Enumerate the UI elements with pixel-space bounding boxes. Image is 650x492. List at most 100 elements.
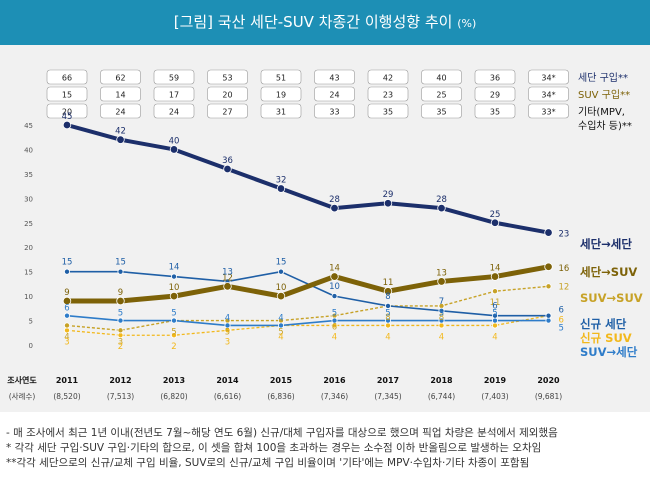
purchase-cell-value: 34*	[541, 74, 555, 83]
data-point	[384, 317, 391, 324]
data-label: 14	[490, 264, 501, 274]
data-point	[384, 302, 391, 309]
data-label: 42	[115, 127, 126, 137]
purchase-cell-value: 66	[62, 74, 72, 83]
data-point	[330, 272, 339, 281]
purchase-cell	[153, 86, 195, 102]
purchase-cell	[260, 103, 302, 119]
data-label: 3	[118, 337, 123, 347]
data-label: 11	[490, 298, 501, 308]
footnote-1: - 매 조사에서 최근 1년 이내(전년도 7월~해당 연도 6월) 신규/대체…	[6, 427, 558, 439]
data-point	[544, 228, 553, 237]
data-point	[331, 317, 338, 324]
data-point	[277, 322, 284, 329]
y-tick-label: 30	[24, 195, 33, 203]
purchase-cell-value: 29	[490, 91, 500, 100]
sample-size: (8,520)	[53, 392, 80, 401]
y-tick-label: 0	[29, 342, 33, 350]
data-label: 5	[492, 309, 497, 319]
purchase-cell	[46, 103, 88, 119]
data-label: 45	[62, 112, 73, 122]
data-label: 36	[222, 156, 233, 166]
data-point	[169, 145, 179, 154]
x-axis-label: 조사연도	[7, 375, 37, 385]
data-point	[545, 283, 552, 290]
purchase-cell-value: 27	[222, 108, 232, 117]
data-label: 40	[169, 136, 180, 146]
data-label: 5	[439, 309, 444, 319]
data-label: 9	[118, 288, 123, 298]
series-line	[66, 123, 549, 235]
purchase-cell	[260, 86, 302, 102]
data-point	[276, 184, 286, 193]
data-label: 29	[383, 190, 394, 200]
purchase-cell-value: 40	[436, 74, 446, 83]
purchase-cell-value: 62	[115, 74, 125, 83]
purchase-cell-value: 24	[115, 108, 125, 117]
chart-header: [그림] 국산 세단-SUV 차종간 이행성향 추이 (%)	[0, 0, 650, 45]
purchase-cell-value: 36	[490, 74, 500, 83]
data-label: 6	[332, 323, 337, 333]
data-point	[117, 327, 124, 334]
purchase-row-label: SUV 구입**	[578, 88, 630, 101]
data-label: 3	[225, 337, 230, 347]
data-label: 10	[169, 283, 180, 293]
data-label: 15	[276, 258, 287, 268]
y-tick-label: 15	[24, 269, 33, 277]
data-label: 9	[64, 288, 69, 298]
data-point	[223, 164, 232, 174]
purchase-cell-value: 35	[383, 108, 393, 117]
purchase-cell-value: 20	[222, 91, 232, 100]
purchase-cell	[528, 103, 569, 119]
data-label: 14	[329, 264, 340, 274]
purchase-cell-value: 24	[329, 91, 339, 100]
series-line	[67, 264, 549, 304]
x-tick-label: 2014	[216, 376, 239, 385]
data-label: 25	[490, 210, 501, 220]
y-tick-label: 10	[24, 293, 33, 301]
data-point	[331, 293, 338, 300]
purchase-cell	[207, 69, 248, 85]
data-point	[170, 317, 177, 324]
data-point	[490, 272, 500, 281]
sample-size-label: (사례수)	[9, 391, 36, 401]
footnote-3: **각각 세단으로의 신규/교체 구입 비율, SUV로의 신규/교체 구입 비…	[6, 457, 530, 469]
purchase-cell-value: 43	[329, 74, 339, 83]
purchase-cell-value: 33*	[541, 108, 555, 117]
data-label: 8	[439, 313, 444, 323]
data-point	[438, 322, 445, 329]
purchase-cell-value: 51	[276, 74, 286, 83]
data-point	[491, 312, 498, 319]
data-point	[437, 203, 446, 213]
data-point	[224, 322, 231, 329]
purchase-cell-value: 15	[62, 91, 72, 100]
data-label: 5	[278, 328, 283, 338]
data-point	[116, 296, 125, 306]
data-point	[64, 322, 71, 329]
data-point	[330, 203, 339, 213]
purchase-cell-value: 59	[169, 74, 179, 83]
data-label: 5	[559, 324, 564, 334]
data-label: 15	[62, 258, 73, 268]
data-label: 14	[169, 263, 180, 273]
data-label: 4	[225, 313, 230, 323]
purchase-cell-value: 14	[115, 91, 125, 100]
purchase-cell	[474, 103, 516, 119]
data-label: 4	[439, 332, 444, 342]
series-label: 세단→세단	[580, 237, 632, 251]
purchase-cell	[46, 86, 88, 102]
sample-size: (6,820)	[160, 392, 187, 401]
purchase-cell	[100, 86, 141, 102]
x-tick-label: 2020	[537, 376, 560, 385]
x-tick-label: 2019	[484, 376, 507, 385]
data-label: 8	[385, 313, 390, 323]
sample-size: (9,681)	[535, 392, 562, 401]
purchase-cell	[314, 69, 355, 85]
data-label: 6	[492, 302, 497, 312]
data-label: 4	[332, 332, 337, 342]
data-point	[116, 135, 125, 144]
purchase-cell-value: 31	[276, 108, 286, 117]
data-label: 12	[222, 273, 233, 283]
chart-title: [그림] 국산 세단-SUV 차종간 이행성향 추이	[173, 13, 453, 31]
data-label: 3	[64, 337, 69, 347]
